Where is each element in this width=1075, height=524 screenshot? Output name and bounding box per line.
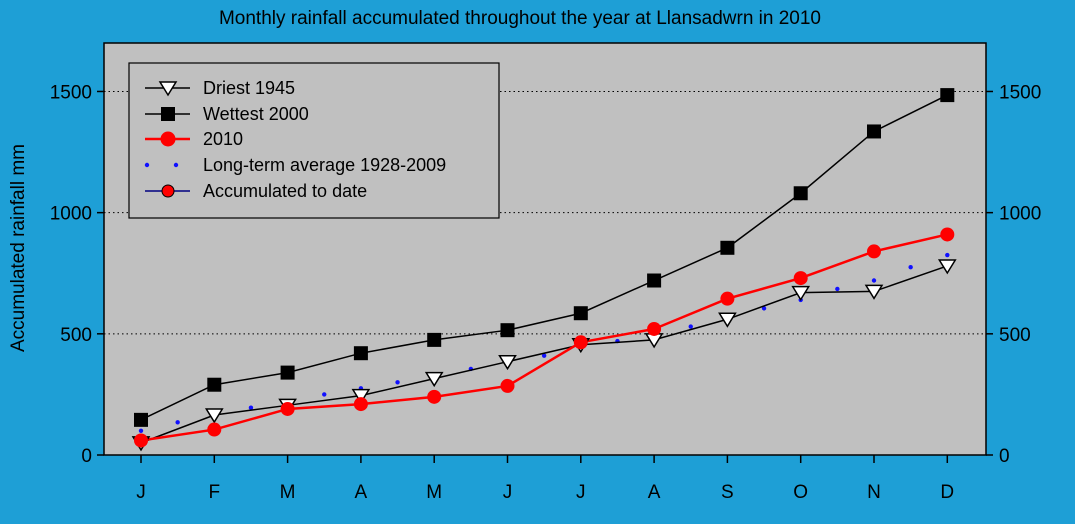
y-axis-label: Accumulated rainfall mm: [8, 144, 29, 352]
axes: 0 0 500 500 1000 1000 1500 1500 J F M A M J J A S O N D: [50, 82, 1042, 503]
average-point: [541, 353, 547, 358]
x-tick-label: N: [867, 482, 881, 503]
point-2010: [720, 291, 735, 306]
point-driest: [864, 284, 884, 300]
point-driest: [937, 259, 957, 275]
point-wettest: [427, 332, 442, 347]
series-lines: [140, 94, 948, 444]
point-wettest: [280, 365, 295, 380]
x-tick-label: A: [648, 482, 661, 503]
x-tick-label: M: [426, 482, 442, 503]
average-dot-icon: [173, 162, 179, 168]
y-tick-label-left: 0: [81, 446, 92, 467]
legend-item-2010: 2010: [145, 129, 243, 149]
point-2010: [793, 271, 808, 286]
point-wettest: [500, 323, 515, 338]
legend-label-driest: Driest 1945: [203, 78, 295, 98]
legend-item-average: Long-term average 1928-2009: [144, 155, 446, 175]
point-driest: [204, 408, 224, 424]
legend-label-average: Long-term average 1928-2009: [203, 155, 446, 175]
y-tick-label-left: 1000: [50, 204, 92, 225]
average-point: [175, 420, 180, 425]
x-tick-label: O: [793, 482, 808, 503]
point-wettest: [647, 273, 662, 288]
point-driest: [791, 285, 811, 302]
grid-lines: [104, 90, 986, 335]
y-tick-label-right: 1500: [999, 82, 1041, 103]
point-2010: [500, 378, 515, 393]
point-driest: [351, 388, 371, 405]
x-tick-label: J: [503, 482, 513, 503]
point-wettest: [353, 346, 368, 361]
average-point: [322, 392, 327, 397]
point-2010: [427, 389, 442, 404]
x-tick-label: M: [280, 482, 296, 503]
point-driest: [718, 312, 737, 328]
average-point: [945, 252, 950, 258]
legend-box: [128, 62, 500, 219]
y-tick-label-right: 500: [999, 325, 1031, 346]
average-point: [761, 306, 767, 311]
point-wettest: [573, 306, 588, 321]
average-dot-icon: [144, 162, 150, 168]
point-2010: [940, 227, 955, 242]
point-2010: [134, 433, 148, 448]
point-wettest: [134, 412, 148, 427]
accumulated-marker-icon: [161, 184, 175, 198]
x-tick-label: J: [136, 482, 146, 503]
average-point: [871, 278, 877, 283]
square-marker-icon: [161, 107, 175, 121]
point-2010: [280, 401, 295, 416]
point-2010: [867, 244, 881, 259]
average-point: [908, 264, 913, 270]
legend-item-driest: Driest 1945: [145, 78, 295, 98]
circle-marker-icon: [160, 131, 176, 147]
chart-title: Monthly rainfall accumulated throughout …: [219, 8, 821, 29]
y-tick-label-left: 1500: [50, 82, 92, 103]
point-driest: [498, 354, 517, 371]
legend-item-accumulated: Accumulated to date: [145, 181, 367, 201]
point-wettest: [793, 186, 808, 201]
y-tick-label-right: 0: [999, 446, 1010, 467]
x-tick-label: S: [721, 482, 734, 503]
average-point: [835, 286, 840, 292]
point-wettest: [207, 377, 222, 392]
average-point: [688, 324, 693, 329]
x-tick-label: J: [576, 482, 586, 503]
point-2010: [573, 335, 588, 350]
x-tick-label: D: [940, 482, 954, 503]
average-point: [395, 380, 400, 385]
y-tick-label-left: 500: [60, 325, 92, 346]
legend-label-2010: 2010: [203, 129, 243, 149]
x-tick-label: F: [208, 482, 220, 503]
series-line-driest-1945: [140, 265, 948, 444]
series-markers: [131, 88, 957, 452]
y-tick-label-right: 1000: [999, 204, 1041, 225]
point-wettest: [940, 88, 955, 103]
legend-item-wettest: Wettest 2000: [145, 104, 309, 124]
point-2010: [207, 422, 222, 437]
triangle-marker-icon: [158, 81, 178, 97]
series-line-wettest-2000: [140, 94, 948, 421]
point-wettest: [720, 240, 735, 255]
average-point: [248, 405, 254, 410]
legend-label-wettest: Wettest 2000: [203, 104, 309, 124]
series-line-2010: [140, 233, 948, 442]
point-2010: [647, 321, 662, 336]
legend: Driest 1945 Wettest 2000 2010 Long-term …: [128, 62, 500, 219]
legend-label-accumulated: Accumulated to date: [203, 181, 367, 201]
point-2010: [353, 397, 368, 412]
average-point: [138, 428, 144, 433]
point-wettest: [867, 124, 881, 139]
x-tick-label: A: [355, 482, 368, 503]
point-driest: [424, 371, 444, 388]
